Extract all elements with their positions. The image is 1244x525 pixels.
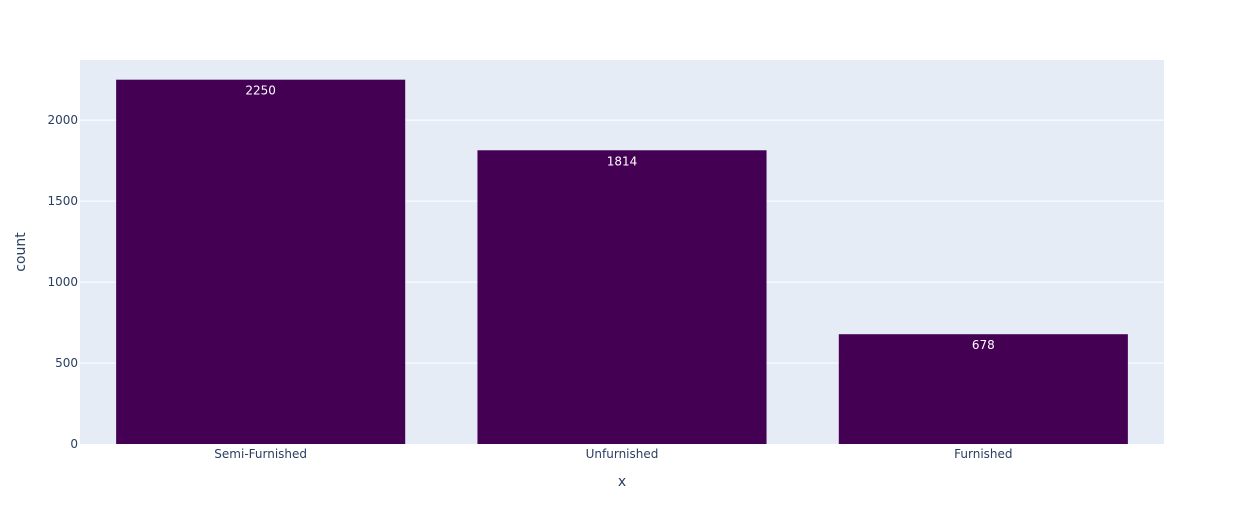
x-axis-title: x [618, 474, 626, 490]
bars [116, 79, 1128, 444]
y-tick-label: 1500 [47, 194, 78, 208]
bar [838, 334, 1128, 444]
y-tick-label: 2000 [47, 113, 78, 127]
y-tick-label: 500 [55, 356, 78, 370]
x-tick-label: Semi-Furnished [214, 447, 307, 461]
y-axis-ticks: 0 500 1000 1500 2000 [47, 113, 78, 451]
y-tick-label: 0 [70, 437, 78, 451]
y-tick-label: 1000 [47, 275, 78, 289]
x-axis-ticks: Semi-Furnished Unfurnished Furnished [214, 447, 1012, 461]
bar-value-label: 678 [972, 338, 995, 352]
bar [477, 150, 767, 444]
bar [116, 79, 406, 444]
x-tick-label: Furnished [954, 447, 1012, 461]
bar-value-label: 1814 [607, 154, 638, 168]
y-axis-title: count [13, 232, 29, 272]
bar-value-label: 2250 [245, 84, 276, 98]
x-tick-label: Unfurnished [586, 447, 659, 461]
bar-labels: 2250 1814 678 [245, 84, 994, 353]
